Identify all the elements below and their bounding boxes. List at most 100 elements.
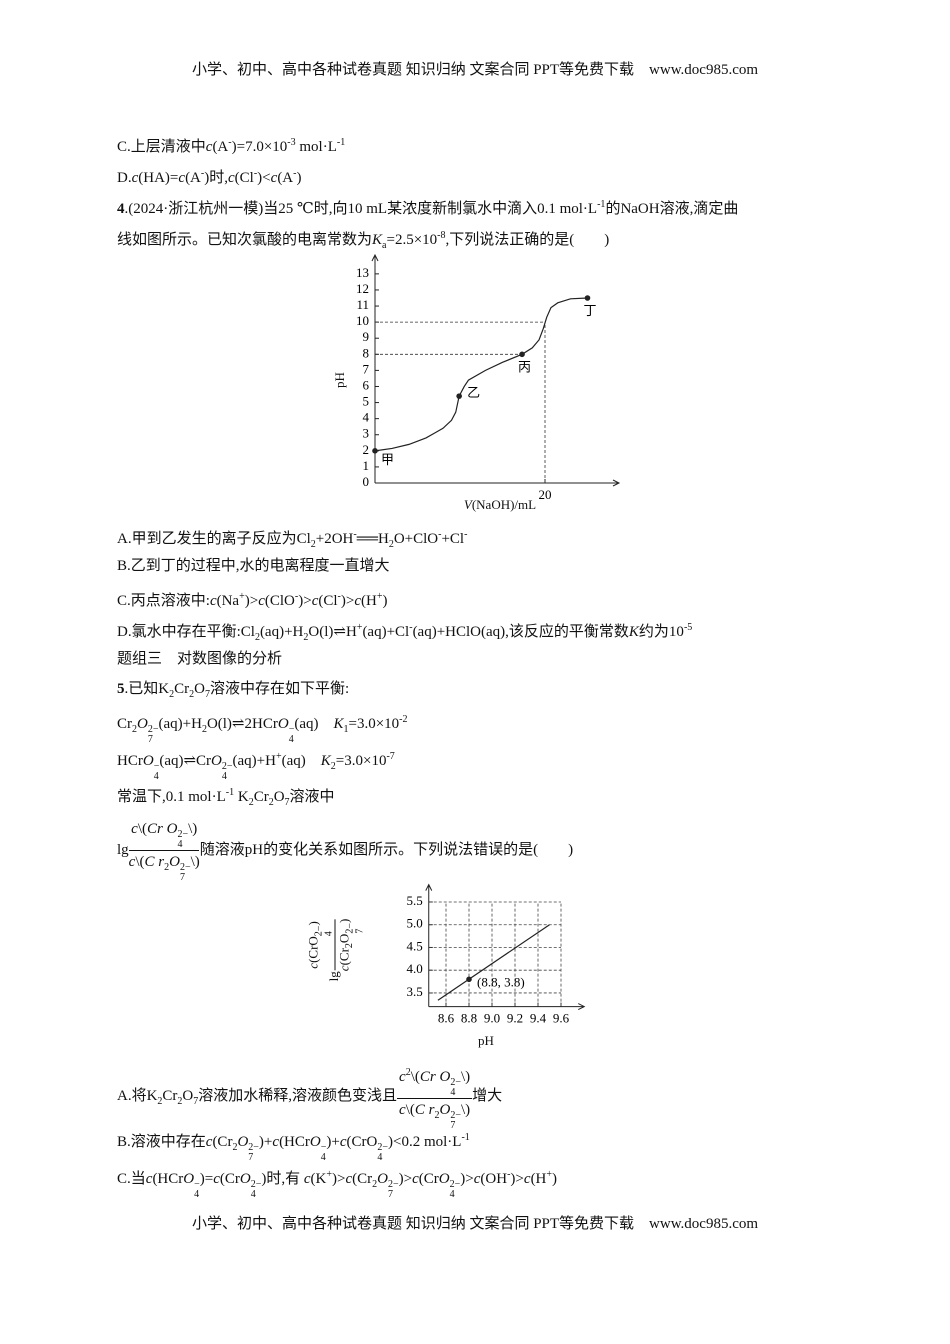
curve [374,297,588,452]
subscript: 2 [344,943,356,949]
y-tick-label: 3 [363,426,370,441]
superscript: 2− [248,1142,259,1153]
italic-text: c [354,593,362,609]
superscript: - [353,529,357,540]
italic-text: C r [414,1102,435,1118]
subscript: 4 [153,771,159,782]
subscript: 4 [323,931,335,937]
italic-text: O [438,1171,450,1187]
text-line: 线如图所示。已知次氯酸的电离常数为Ka=2.5×10-8,下列说法正确的是( ) [117,226,609,256]
text: (aq)+Cl [362,624,410,640]
text: )= [199,1171,214,1187]
text: .(2024·浙江杭州一模)当25 ℃时,向10 mL某浓度新制氯水中滴入0.1… [124,201,598,217]
superscript: -8 [437,230,446,241]
data-point [456,393,462,399]
italic-text: c [272,1134,280,1150]
italic-text: O [169,854,180,870]
subscript: 2 [372,1179,378,1190]
text: ══H [356,531,389,547]
superscript: 2− [177,829,189,840]
text: (aq)+H [232,753,276,769]
subscript: 7 [388,1189,393,1200]
x-axis [375,479,621,487]
italic-text: c [227,170,235,186]
text: (A [185,170,201,186]
text: HCr [117,753,143,769]
text: )> [398,1171,413,1187]
text: (Na [216,593,240,609]
subscript: a [382,240,387,251]
x-tick-label: 8.6 [438,1011,455,1026]
subscript: 4 [288,734,294,745]
italic-text: c [412,1171,419,1187]
superscript: + [546,1169,553,1180]
x-tick-label: 9.2 [507,1011,523,1026]
y-tick-label: 2 [363,442,370,457]
text: (Cr [336,948,352,966]
sub-sup: 2− 4 [450,1078,461,1098]
text: Cr [174,681,190,697]
superscript: 2− [179,862,191,873]
text: (H [530,1171,547,1187]
y-tick-label: 5.0 [407,916,423,931]
italic-text: c [399,1102,406,1118]
italic-text: K [628,624,639,640]
text: (Cr [352,1171,373,1187]
point-label: (8.8, 3.8) [477,974,525,989]
text: A.甲到乙发生的离子反应为Cl [117,531,311,547]
subscript: 7 [204,689,210,700]
sub-sup: 2− 4 [177,830,188,850]
text: (HA)= [138,170,179,186]
text: )> [332,1171,346,1187]
subscript: 7 [450,1120,456,1131]
text-line: lg c\(Cr O 2− 4 \) c\(C r2O 2− 7 \) 随溶液pH的变化关系如图所… [117,818,573,883]
text: )<0.2 mol·L [387,1134,462,1150]
text: ) [305,921,321,926]
text-line: Cr2O 2− 7 (aq)+H2O(l)⇌2HCrO −4 (aq) K1=3.0×10… [117,710,408,745]
italic-text: O [211,753,222,769]
text: ) [296,170,302,186]
text: (H [361,593,377,609]
text: B.溶液中存在 [117,1134,206,1150]
point-label: 丁 [584,303,597,318]
text: 随溶液pH的变化关系如图所示。下列说法错误的是( ) [199,841,574,858]
text: D.氯水中存在平衡:Cl [117,624,255,640]
subscript: 4 [177,839,183,850]
superscript: -2 [399,714,408,725]
text: \( [135,854,145,870]
sub-sup: 2− 7 [450,1111,461,1131]
subscript: 2 [177,1095,183,1107]
superscript: + [356,622,363,633]
point-label: 丙 [518,359,531,374]
superscript: + [376,591,383,602]
superscript: - [438,529,442,540]
superscript: -3 [287,137,296,148]
text: Cr [253,789,269,805]
superscript: - [294,591,299,602]
italic-text: O [142,753,154,769]
superscript: 2 [405,1067,411,1078]
y-tick-label: 3.5 [407,984,423,999]
text: O+ClO [393,531,439,547]
text: \) [190,854,200,870]
italic-text: Cr O [147,821,178,837]
fraction: c2\(Cr O 2− 4 \) c\(C r2O 2− 7 \) [397,1062,473,1131]
y-tick-label: 7 [363,361,370,376]
italic-text: K [372,232,383,248]
superscript: 2− [449,1179,461,1190]
text: C.当 [117,1171,146,1187]
italic-text: c [336,965,352,972]
text: \( [410,1069,420,1085]
italic-text: O [277,716,289,732]
text: (Cl [318,593,338,609]
text: )=7.0×10 [231,139,288,155]
text: ) [382,593,388,609]
text-line: C.当c(HCrO −4)=c(CrO 2− 4)时,有 c(K+)>c(Cr2O 2−… [117,1165,557,1200]
text: (HCr [279,1134,310,1150]
subscript: 7 [179,872,185,883]
text: 增大 [472,1087,503,1104]
text: (Cr [212,1134,233,1150]
text-line: HCrO −4 (aq)⇌CrO 2− 4 (aq)+H+(aq) K2=3.0×10-7 [117,747,395,782]
sub-sup: −4 [154,762,160,782]
